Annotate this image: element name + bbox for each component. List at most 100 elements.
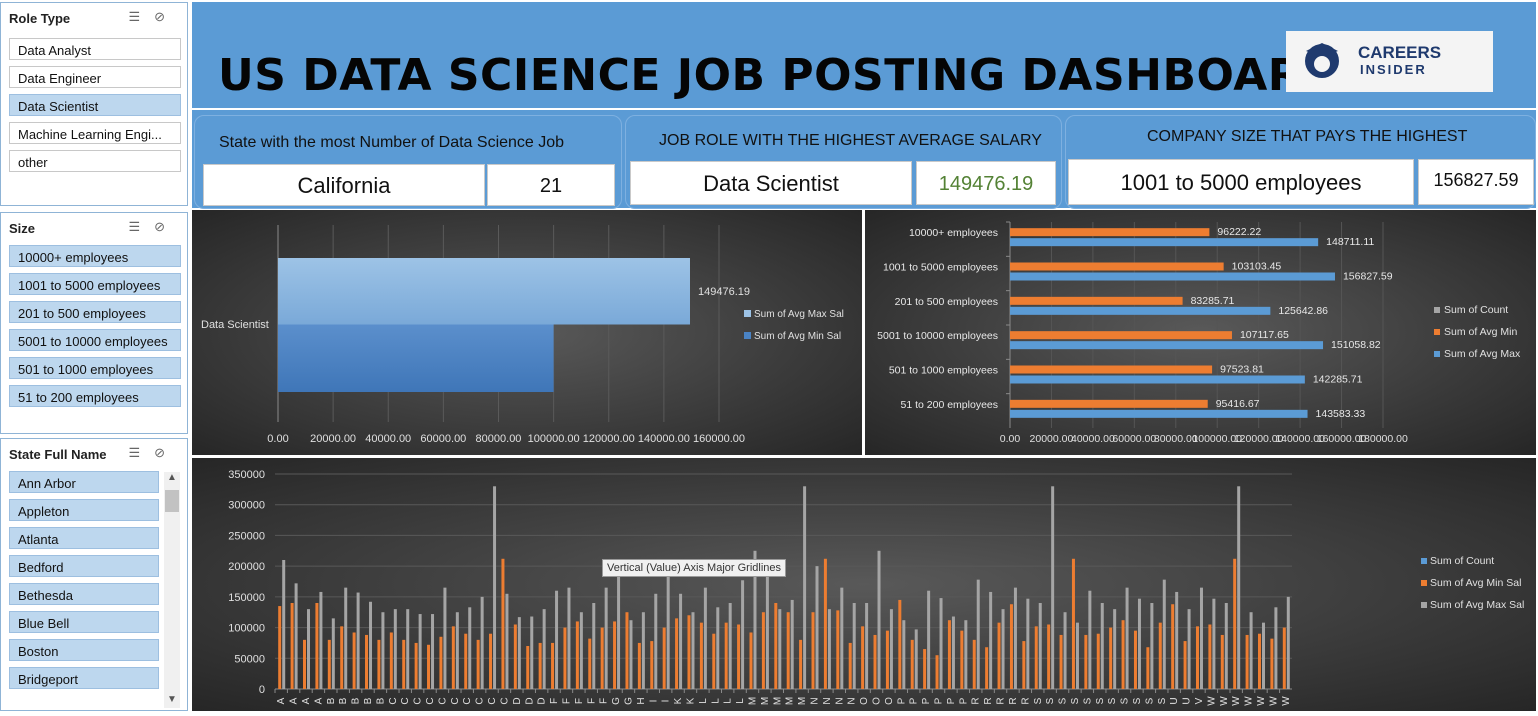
slicer-title: Size (9, 221, 35, 236)
bar-avg-min-sal (973, 640, 976, 689)
x-tick-label: S (1082, 697, 1093, 704)
clear-filter-icon[interactable]: ⊘ (154, 445, 179, 460)
slicer-item[interactable]: Data Scientist (9, 94, 181, 116)
slicer-item[interactable]: 201 to 500 employees (9, 301, 181, 323)
data-label: 143583.33 (1316, 408, 1366, 420)
bar-avg-min-sal (340, 626, 343, 689)
multi-select-icon[interactable]: ☰ (128, 219, 154, 234)
slicer-item[interactable]: 501 to 1000 employees (9, 357, 181, 379)
slicer-item[interactable]: 51 to 200 employees (9, 385, 181, 407)
bar-avg-max-sal (282, 560, 285, 689)
x-tick-label: 160000.00 (693, 433, 745, 445)
y-tick-label: 150000 (228, 592, 265, 604)
x-tick-label: A (289, 697, 300, 704)
data-label: 83285.71 (1191, 295, 1235, 307)
slicer-item[interactable]: Bridgeport (9, 667, 159, 689)
clear-filter-icon[interactable]: ⊘ (154, 9, 179, 24)
slicer-item[interactable]: Data Analyst (9, 38, 181, 60)
category-label: 10000+ employees (909, 227, 998, 239)
bar-avg-max-sal (481, 597, 484, 689)
bar-avg-min-sal (328, 640, 331, 689)
bar-avg-max-sal (332, 618, 335, 689)
bar-avg-min-sal (774, 603, 777, 689)
slicer-item[interactable]: Bedford (9, 555, 159, 577)
slicer-toolbar: ☰⊘ (128, 445, 179, 461)
x-tick-label: U (1169, 697, 1180, 704)
kpi-label: State with the most Number of Data Scien… (219, 134, 564, 152)
bar-avg-min-sal (464, 634, 467, 689)
x-tick-label: B (363, 697, 374, 704)
slicer-item[interactable]: Atlanta (9, 527, 159, 549)
slicer-item[interactable]: 5001 to 10000 employees (9, 329, 181, 351)
bar-avg-max-sal (555, 591, 558, 689)
bar-avg-min-sal (1221, 635, 1224, 689)
bar-avg-max-sal (605, 588, 608, 689)
bar-avg-max-sal (940, 598, 943, 689)
bar-avg-max-sal (704, 588, 707, 689)
bar-avg-min-sal (390, 632, 393, 689)
bar-avg-max-sal (278, 258, 690, 325)
scroll-down-icon[interactable]: ▼ (167, 694, 177, 705)
slicer-item[interactable]: Machine Learning Engi... (9, 122, 181, 144)
x-tick-label: 20000.00 (310, 433, 356, 445)
multi-select-icon[interactable]: ☰ (128, 445, 154, 460)
kpi-count: 21 (487, 164, 615, 206)
slicer-toolbar: ☰⊘ (128, 219, 179, 235)
bar-avg-max-sal (1113, 609, 1116, 689)
slicer-item[interactable]: other (9, 150, 181, 172)
x-tick-label: 60000.00 (420, 433, 466, 445)
bar-avg-min-sal (427, 645, 430, 689)
bar-avg-min-sal (812, 612, 815, 689)
bar-avg-max-sal (295, 583, 298, 689)
clear-filter-icon[interactable]: ⊘ (154, 219, 179, 234)
slicer-item[interactable]: Data Engineer (9, 66, 181, 88)
bar-avg-min-sal (749, 632, 752, 689)
bar-avg-min-sal (613, 621, 616, 689)
slicer-item[interactable]: Appleton (9, 499, 159, 521)
bar-avg-min-sal (1122, 620, 1125, 689)
category-label: Data Scientist (201, 319, 269, 331)
kpi-top-state: State with the most Number of Data Scien… (194, 115, 622, 209)
x-tick-label: B (351, 697, 362, 704)
x-tick-label: V (1194, 697, 1205, 704)
bar-avg-max-sal (468, 607, 471, 689)
slicer-item[interactable]: 1001 to 5000 employees (9, 273, 181, 295)
x-tick-label: G (611, 697, 622, 705)
bar-avg-max-sal (406, 609, 409, 689)
x-tick-label: F (561, 698, 572, 704)
bar-avg-max-sal (1138, 599, 1141, 689)
bar-avg-max-sal (431, 614, 434, 689)
bar-avg-max-sal (617, 569, 620, 689)
bar-avg-max-sal (505, 594, 508, 689)
slicer-item[interactable]: Bethesda (9, 583, 159, 605)
slicer-scrollbar[interactable]: ▲ ▼ (164, 472, 180, 708)
slicer-item[interactable]: Blue Bell (9, 611, 159, 633)
bar-avg-max (1010, 410, 1308, 418)
bar-avg-min-sal (1146, 647, 1149, 689)
category-label: 51 to 200 employees (901, 399, 998, 411)
bar-avg-max-sal (1287, 597, 1290, 689)
scroll-up-icon[interactable]: ▲ (167, 472, 177, 483)
bar-avg-max-sal (716, 607, 719, 689)
bar-avg-max-sal (1051, 486, 1054, 689)
x-tick-label: S (1045, 697, 1056, 704)
bar-avg-max-sal (1225, 603, 1228, 689)
bar-avg-min-sal (638, 643, 641, 689)
bar-avg-max-sal (419, 614, 422, 689)
x-tick-label: C (400, 697, 411, 704)
legend-label: Sum of Avg Max Sal (754, 309, 844, 320)
x-tick-label: M (772, 697, 783, 705)
bar-avg-max-sal (443, 588, 446, 689)
x-tick-label: S (1095, 697, 1106, 704)
slicer-item[interactable]: 10000+ employees (9, 245, 181, 267)
scroll-thumb[interactable] (165, 490, 179, 512)
slicer-item[interactable]: Ann Arbor (9, 471, 159, 493)
slicer-item[interactable]: Boston (9, 639, 159, 661)
bar-avg-min-sal (712, 634, 715, 689)
x-tick-label: P (921, 697, 932, 704)
x-tick-label: F (599, 698, 610, 704)
multi-select-icon[interactable]: ☰ (128, 9, 154, 24)
data-label: 103103.45 (1232, 261, 1282, 273)
